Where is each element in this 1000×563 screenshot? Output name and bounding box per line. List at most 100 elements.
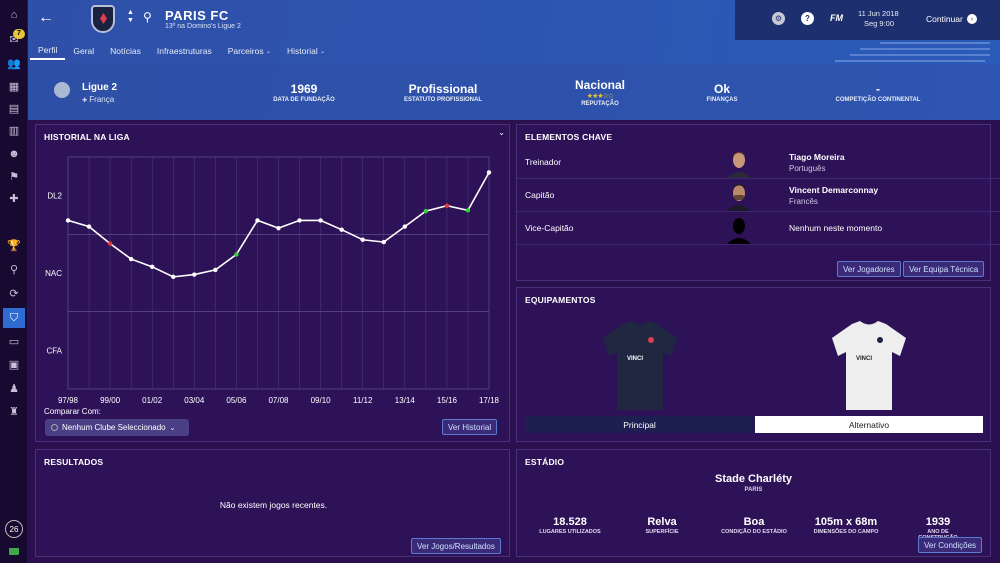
compare-dropdown[interactable]: Nenhum Clube Seleccionado ⌄ (45, 419, 189, 436)
club-vision-icon[interactable]: ▣ (8, 358, 20, 371)
days-counter[interactable]: 26 (5, 520, 23, 538)
game-date: 11 Jun 2018 Seg 9:00 (858, 9, 899, 29)
inbox-icon[interactable]: ✉ (9, 33, 19, 46)
search-icon[interactable]: ⚲ (9, 263, 19, 276)
tab-geral[interactable]: Geral (73, 46, 95, 56)
club-crest[interactable] (91, 5, 115, 33)
team-report-icon[interactable]: ▤ (8, 102, 20, 115)
zoom-icon[interactable]: ⚲ (143, 10, 152, 24)
club-badge-icon[interactable]: ⚙ (772, 12, 785, 25)
view-results-button[interactable]: Ver Jogos/Resultados (411, 538, 501, 554)
finances-icon[interactable]: ▭ (8, 335, 20, 348)
tab-away-kit[interactable]: Alternativo (755, 416, 983, 433)
info-bar (28, 64, 1000, 120)
training-icon[interactable]: ⚑ (9, 170, 19, 183)
history-point (128, 256, 134, 262)
tactics-icon[interactable]: ▦ (8, 80, 20, 93)
history-point (339, 227, 344, 232)
network-icon[interactable]: ♜ (9, 405, 19, 418)
reputation-value: Nacional (574, 78, 626, 92)
key-people-panel: ELEMENTOS CHAVE Treinador Tiago Moreira … (516, 124, 1000, 281)
medical-icon[interactable]: ✚ (9, 192, 19, 205)
view-players-button[interactable]: Ver Jogadores (837, 261, 901, 277)
founded-stat: 1969 DATA DE FUNDAÇÃO (273, 82, 335, 103)
tab-home-kit[interactable]: Principal (525, 416, 754, 433)
tab-noticias[interactable]: Notícias (110, 46, 141, 56)
sponsor-text: VINCI (627, 356, 643, 362)
tab-historial[interactable]: Historial ⌄ (287, 46, 326, 56)
history-point (171, 274, 176, 280)
staff-icon[interactable]: ☻ (8, 148, 20, 160)
back-arrow-icon[interactable]: ← (38, 9, 54, 26)
status-stat: Profissional ESTATUTO PROFISSIONAL (404, 82, 482, 103)
panel-title: ELEMENTOS CHAVE (525, 132, 613, 142)
stat-label: CONDIÇÃO DO ESTÁDIO (721, 529, 787, 535)
key-person-row[interactable]: Treinador Tiago Moreira Português (517, 146, 1000, 179)
squad-icon[interactable]: 👥 (7, 57, 21, 70)
stat-value: Relva (647, 516, 677, 528)
panel-title: EQUIPAMENTOS (525, 295, 596, 305)
x-tick-label: 11/12 (353, 396, 373, 405)
finances-stat: Ok FINANÇAS (707, 82, 738, 103)
away-kit[interactable]: VINCI (830, 320, 908, 412)
club-switch-chevrons[interactable]: ▲ ▼ (127, 9, 134, 24)
history-point (150, 264, 155, 270)
person-name[interactable]: Tiago Moreira (789, 152, 845, 162)
key-person-row: Vice-Capitão Nenhum neste momento (517, 212, 1000, 245)
tab-perfil[interactable]: Perfil (30, 42, 66, 60)
club-icon[interactable]: ⛉ (3, 308, 25, 328)
fm-logo[interactable]: FM (830, 13, 843, 23)
y-tick-label: CFA (46, 346, 62, 355)
continue-button[interactable]: Continuar › (926, 14, 977, 24)
captain-photo (727, 184, 751, 211)
home-icon[interactable]: ⌂ (10, 9, 18, 21)
chevron-right-icon: › (966, 14, 977, 24)
x-tick-label: 15/16 (437, 396, 458, 405)
club-subtitle[interactable]: 13º na Domino's Ligue 2 (165, 23, 241, 30)
chevron-down-icon[interactable]: ⌄ (498, 128, 505, 137)
founded-value: 1969 (290, 82, 318, 96)
league-country[interactable]: ✚ França (82, 95, 115, 104)
founded-label: DATA DE FUNDAÇÃO (273, 97, 335, 103)
date-line: 11 Jun 2018 (858, 9, 899, 18)
stat-label: LUGARES UTILIZADOS (539, 529, 601, 535)
x-tick-label: 97/98 (58, 396, 79, 405)
stadium-stat: Relva SUPERFÍCIE (645, 516, 678, 535)
league-name[interactable]: Ligue 2 (82, 82, 118, 93)
silhouette-icon (727, 218, 751, 244)
transfers-icon[interactable]: ⟳ (9, 287, 19, 300)
reputation-label: REPUTAÇÃO (581, 101, 619, 107)
status-value: Profissional (408, 82, 478, 96)
competitions-icon[interactable]: 🏆 (7, 239, 21, 252)
tab-infraestruturas[interactable]: Infraestruturas (156, 46, 212, 56)
chevron-down-icon: ⌄ (169, 424, 176, 432)
status-label: ESTATUTO PROFISSIONAL (403, 97, 483, 103)
compare-label: Comparar Com: (44, 407, 101, 416)
help-icon[interactable]: ? (801, 12, 814, 25)
view-staff-button[interactable]: Ver Equipa Técnica (903, 261, 985, 277)
flag-icon: ✚ (82, 98, 88, 104)
person-name: Nenhum neste momento (789, 223, 883, 233)
history-point (360, 237, 365, 242)
history-point (107, 241, 113, 246)
history-point (402, 224, 407, 229)
view-history-button[interactable]: Ver Historial (442, 419, 498, 435)
manager-icon[interactable]: ♟ (9, 382, 19, 395)
person-name[interactable]: Vincent Demarconnay (789, 185, 879, 195)
scouting-icon[interactable]: ▥ (8, 124, 20, 137)
history-point (423, 208, 429, 214)
history-point (86, 224, 92, 229)
view-conditions-button[interactable]: Ver Condições (918, 537, 983, 553)
history-point (255, 218, 260, 223)
stadium-name[interactable]: Stade Charléty (714, 473, 793, 485)
home-kit[interactable]: VINCI (601, 320, 679, 412)
x-tick-label: 17/18 (479, 396, 500, 405)
y-tick-label: DL2 (47, 192, 62, 201)
league-logo (54, 82, 70, 98)
history-point (213, 267, 218, 273)
continental-label: COMPETIÇÃO CONTINENTAL (835, 97, 921, 103)
panel-title: ESTÁDIO (525, 457, 565, 467)
key-person-row[interactable]: Capitão Vincent Demarconnay Francês (517, 179, 1000, 212)
nav-tabs: Perfil Geral Notícias Infraestruturas Pa… (30, 42, 333, 60)
tab-parceiros[interactable]: Parceiros ⌄ (227, 46, 272, 56)
